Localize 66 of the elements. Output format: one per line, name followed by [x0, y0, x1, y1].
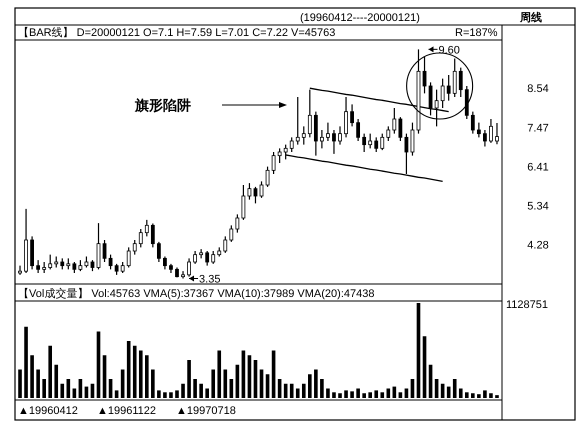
candlestick — [452, 58, 457, 98]
text: 【Vol成交量】 Vol:45763 VMA(5):37367 VMA(10):37989 VMA(20):47438 — [18, 287, 374, 300]
text: 【BAR线】 D=20000121 O=7.1 H=7.59 L=7.01 C=7.22 V=45763 — [18, 26, 336, 39]
text: ▲19960412 — [18, 405, 78, 417]
candlestick — [386, 126, 390, 142]
text: R=187% — [455, 27, 498, 39]
candlestick — [362, 133, 366, 153]
candlestick — [483, 129, 487, 148]
text: 周线 — [519, 11, 542, 24]
candlestick — [320, 129, 324, 149]
candlestick — [410, 122, 414, 156]
candlestick — [36, 260, 40, 274]
candlestick — [248, 182, 252, 200]
candlestick — [126, 246, 131, 268]
candlestick — [350, 104, 354, 127]
candlestick — [278, 148, 282, 164]
candlestick — [229, 224, 234, 242]
candlestick — [60, 258, 64, 270]
y-tick-label: 5.34 — [527, 200, 549, 213]
candlestick — [132, 239, 137, 256]
candlestick — [205, 250, 210, 266]
candlestick — [54, 256, 58, 268]
text: ▲19961122 — [97, 405, 156, 417]
candlestick — [217, 246, 222, 258]
candlestick — [446, 74, 451, 102]
chart-title: (19960412----20000121) — [300, 12, 420, 24]
candlestick — [211, 250, 216, 264]
candlestick — [458, 67, 463, 98]
candlestick — [42, 261, 46, 274]
y-tick-label: 6.41 — [527, 161, 549, 174]
candlestick — [314, 111, 318, 156]
candlestick — [374, 136, 378, 153]
candlestick — [368, 133, 372, 149]
candlestick — [48, 254, 52, 270]
candlestick — [24, 208, 28, 274]
annotation: 9.60 — [438, 44, 460, 56]
candlestick — [380, 133, 384, 151]
candlestick — [495, 122, 499, 145]
candlestick — [440, 78, 445, 109]
annotation: 旗形陷阱 — [134, 97, 191, 113]
candlestick — [392, 107, 396, 134]
candlestick — [66, 258, 70, 270]
candlestick — [290, 136, 294, 153]
text: ▲19970718 — [176, 405, 236, 417]
text: 1128751 — [506, 299, 548, 311]
y-tick-label: 7.47 — [527, 122, 549, 134]
candlestick — [470, 111, 475, 134]
candlestick — [489, 118, 493, 144]
candlestick — [144, 219, 149, 237]
candlestick — [120, 261, 125, 274]
candlestick — [332, 129, 336, 154]
candlestick — [338, 126, 342, 146]
candlestick — [242, 184, 246, 220]
candlestick — [138, 228, 143, 248]
candlestick — [422, 56, 426, 94]
candlestick — [344, 96, 348, 138]
candlestick — [223, 236, 228, 254]
candlestick — [96, 222, 100, 270]
candlestick — [150, 222, 155, 248]
candlestick — [476, 122, 481, 138]
candlestick — [296, 96, 300, 146]
y-tick-label: 4.28 — [527, 239, 549, 252]
annotation: 3.35 — [199, 274, 220, 286]
candlestick — [254, 186, 258, 204]
candlestick — [326, 122, 330, 142]
y-tick-label: 8.54 — [527, 83, 549, 96]
